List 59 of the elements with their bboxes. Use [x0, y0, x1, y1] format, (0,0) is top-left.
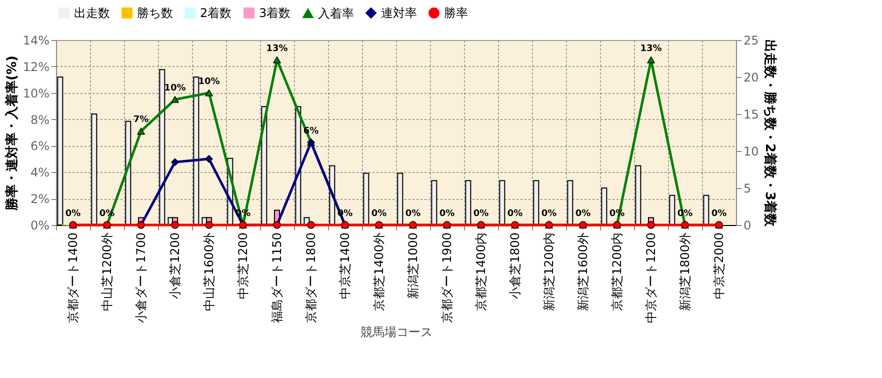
data-label: 0% — [711, 209, 727, 219]
x-tick-label: 中山芝1600外 — [202, 232, 216, 312]
x-tick-label: 小倉芝1800 — [508, 232, 522, 300]
y2-tick-label: 15 — [744, 108, 759, 122]
x-tick-label: 中京芝1200 — [236, 232, 250, 300]
x-tick-label: 小倉ダート1700 — [134, 232, 148, 324]
legend-label: 2着数 — [200, 6, 232, 20]
data-label: 13% — [266, 44, 288, 54]
y-tick-label: 4% — [30, 166, 50, 180]
x-tick-label: 中京芝1400 — [338, 232, 352, 300]
y-tick-label: 14% — [22, 34, 50, 48]
x-tick-label: 京都芝1400内 — [474, 232, 488, 312]
legend-label: 入着率 — [318, 6, 354, 20]
data-label: 0% — [65, 209, 81, 219]
x-tick-label: 小倉芝1200 — [168, 232, 182, 300]
y-tick-label: 8% — [30, 112, 50, 127]
x-tick-label: 京都ダート1900 — [440, 232, 454, 324]
y2-axis-title: 出走数・勝ち数・2着数・3着数 — [762, 39, 778, 228]
x-axis-title: 競馬場コース — [360, 325, 432, 340]
y-tick-label: 12% — [22, 60, 50, 74]
x-tick-label: 福島ダート1150 — [270, 232, 284, 324]
data-label: 0% — [575, 209, 591, 219]
y2-tick-label: 20 — [744, 70, 759, 84]
x-tick-label: 京都ダート1800 — [304, 232, 318, 324]
x-tick-label: 中京芝2000 — [712, 232, 726, 300]
data-label: 13% — [640, 44, 662, 54]
x-tick-label: 新潟芝1000 — [406, 232, 420, 300]
data-label: 10% — [164, 83, 186, 94]
data-label: 0% — [235, 209, 251, 219]
y2-tick-label: 25 — [744, 34, 759, 48]
x-tick-label: 京都芝1200内 — [610, 232, 624, 312]
x-tick-label: 新潟芝1600外 — [576, 232, 590, 312]
x-tick-label: 新潟芝1200内 — [542, 232, 556, 312]
data-label: 0% — [473, 209, 489, 219]
data-label: 0% — [541, 209, 557, 219]
legend-label: 勝ち数 — [137, 6, 173, 20]
x-tick-label: 京都芝1400外 — [372, 232, 386, 312]
data-label: 0% — [507, 209, 523, 219]
x-tick-label: 京都ダート1400 — [66, 232, 80, 324]
data-label: 7% — [133, 115, 149, 126]
legend-label: 3着数 — [259, 6, 291, 20]
y-axis-title: 勝率・連対率・入着率(%) — [4, 56, 20, 212]
y2-tick-label: 0 — [744, 218, 752, 232]
y-tick-label: 0% — [30, 218, 50, 232]
y-tick-label: 10% — [22, 86, 50, 100]
data-label: 0% — [371, 209, 387, 219]
data-label: 0% — [405, 209, 421, 219]
y-tick-label: 6% — [30, 139, 50, 154]
y2-tick-label: 10 — [744, 144, 759, 158]
legend-label: 連対率 — [381, 6, 417, 20]
data-label: 0% — [439, 209, 455, 219]
y2-tick-label: 5 — [744, 182, 752, 196]
y-tick-label: 2% — [30, 192, 50, 206]
x-tick-label: 中京ダート1200 — [644, 232, 658, 324]
data-label: 10% — [198, 76, 220, 87]
legend-label: 出走数 — [74, 6, 110, 20]
legend-label: 勝率 — [444, 6, 468, 20]
x-tick-label: 新潟芝1800外 — [678, 232, 692, 312]
x-tick-label: 中山芝1200外 — [100, 232, 114, 312]
